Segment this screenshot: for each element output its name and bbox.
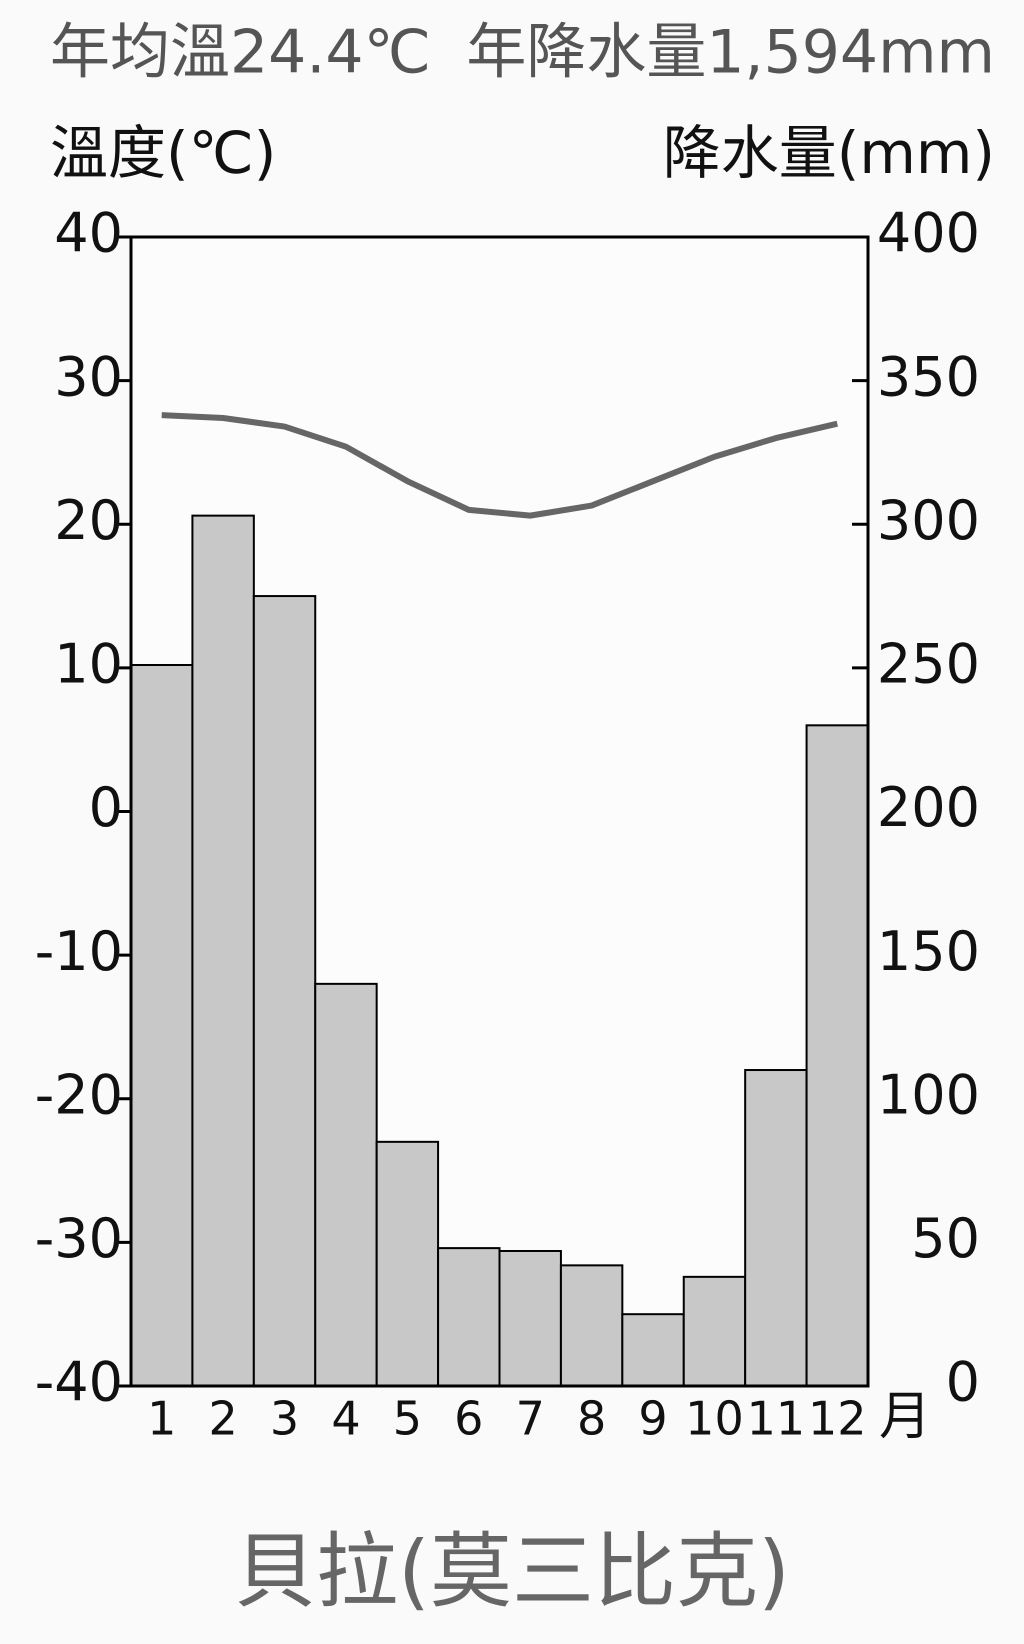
precip-bar [744, 1069, 808, 1388]
x-unit: 月 [879, 1387, 931, 1447]
precip-bar [314, 982, 378, 1387]
y-tick-label: -40 [35, 1351, 123, 1414]
y-tick-label: 10 [54, 633, 123, 696]
precip-bar [130, 664, 194, 1387]
x-tick-label: 12 [808, 1392, 867, 1446]
precip-bar [805, 724, 869, 1387]
x-tick-label: 2 [208, 1392, 237, 1446]
y-tick-label: -10 [35, 920, 123, 983]
precip-bar [375, 1140, 440, 1388]
y2-tick-label: 300 [877, 489, 980, 552]
x-tick-label: 3 [270, 1392, 299, 1446]
y2-tick-label: 400 [877, 202, 980, 265]
precip-bar [559, 1264, 624, 1387]
caption: 貝拉(莫三比克) [234, 1524, 790, 1619]
y-tick-label: -30 [35, 1207, 123, 1270]
y2-axis-label: 降水量(mm) [663, 119, 995, 187]
y2-tick-label: 350 [877, 345, 980, 408]
y-tick-label: 30 [54, 345, 123, 408]
x-tick-label: 1 [147, 1392, 176, 1446]
y-axis-label: 溫度(℃) [50, 119, 276, 187]
x-tick-label: 5 [393, 1392, 422, 1446]
y2-tick-label: 50 [911, 1207, 980, 1270]
temp-line [161, 412, 838, 519]
x-tick-label: 8 [577, 1392, 606, 1446]
precip-bar [252, 595, 317, 1387]
precip-bar [498, 1249, 562, 1388]
y2-tick-label: 150 [877, 920, 980, 983]
precip-bar [191, 514, 255, 1387]
y-tick-label: 40 [54, 202, 123, 265]
plot-frame [129, 235, 870, 1388]
precip-bar [437, 1247, 501, 1387]
y2-tick-label: 100 [877, 1063, 980, 1126]
y2-tick-label: 250 [877, 633, 980, 696]
y-tick-label: -20 [35, 1063, 123, 1126]
y2-tick-label: 0 [946, 1351, 980, 1414]
x-tick-label: 11 [747, 1392, 806, 1446]
annual-precip: 年降水量1,594mm [466, 18, 995, 88]
y2-tick-label: 200 [877, 776, 980, 839]
annual-temp: 年均溫24.4℃ [50, 18, 431, 88]
precip-bar [621, 1313, 685, 1387]
x-tick-label: 6 [454, 1392, 483, 1446]
x-tick-label: 7 [516, 1392, 545, 1446]
x-tick-label: 10 [685, 1392, 744, 1446]
y-tick-label: 0 [89, 776, 123, 839]
precip-bar [682, 1275, 747, 1387]
y-tick-label: 20 [54, 489, 123, 552]
x-tick-label: 4 [331, 1392, 360, 1446]
x-tick-label: 9 [638, 1392, 667, 1446]
